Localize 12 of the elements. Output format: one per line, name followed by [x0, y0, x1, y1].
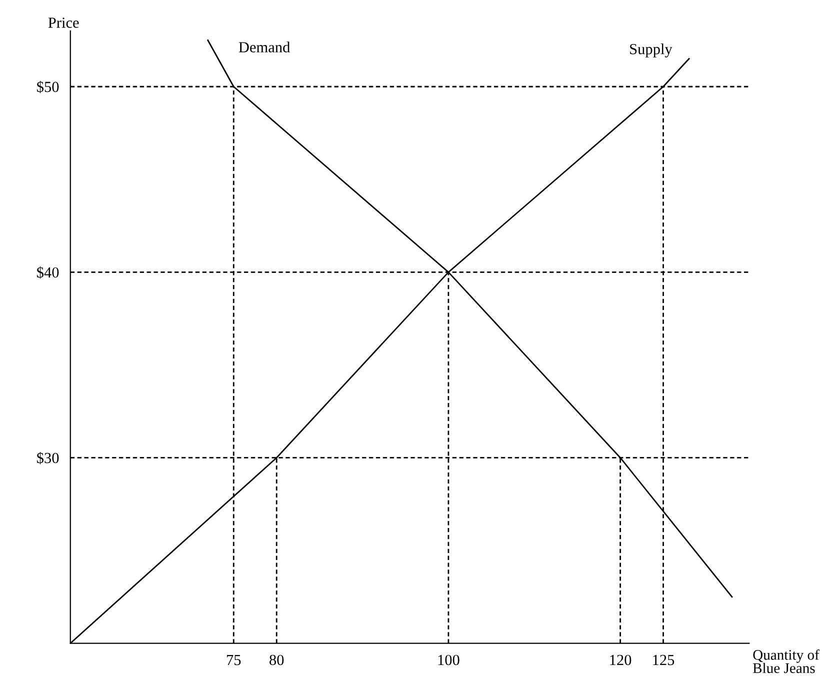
y-tick-label: $50 — [37, 80, 59, 94]
y-tick-label: $40 — [37, 266, 59, 279]
x-tick-label: 80 — [270, 654, 284, 666]
y-tick-label: $30 — [37, 452, 59, 464]
x-tick-label: 100 — [438, 654, 460, 666]
y-axis-title: Price — [48, 18, 79, 28]
x-tick-label: 125 — [653, 654, 674, 666]
x-tick-label: 120 — [610, 654, 632, 666]
series-label: Supply — [630, 44, 672, 58]
series-label: Demand — [238, 42, 290, 52]
x-tick-label: 75 — [227, 654, 241, 666]
x-axis-title: Quantity of Blue Jeans — [752, 649, 820, 674]
